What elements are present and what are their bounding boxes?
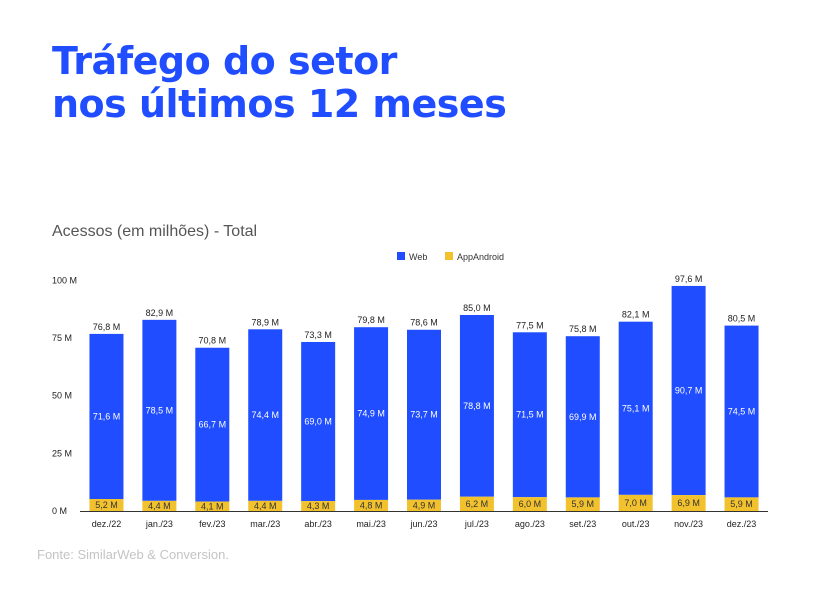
data-label-web: 69,9 M <box>569 412 597 422</box>
x-tick-label: jul./23 <box>464 519 489 529</box>
data-label-appandroid: 7,0 M <box>624 498 647 508</box>
x-tick-label: dez./23 <box>727 519 757 529</box>
data-label-appandroid: 5,9 M <box>572 499 595 509</box>
data-label-total: 75,8 M <box>569 324 597 334</box>
bar-web <box>301 341 336 502</box>
bar-web <box>724 325 759 498</box>
data-label-appandroid: 5,2 M <box>95 500 118 510</box>
data-label-appandroid: 4,9 M <box>413 500 436 510</box>
data-label-web: 75,1 M <box>622 403 650 413</box>
data-label-appandroid: 4,3 M <box>307 501 330 511</box>
bar-appandroid <box>89 499 124 511</box>
legend-label-1: AppAndroid <box>457 252 504 262</box>
x-tick-label: abr./23 <box>304 519 332 529</box>
x-axis: dez./22 jan./23 fev./23 mar./23 abr./23 mai./… <box>80 511 768 529</box>
data-label-total: 97,6 M <box>675 274 703 284</box>
bar-web <box>671 285 706 496</box>
page-title: Tráfego do setor nos últimos 12 meses <box>52 39 507 126</box>
legend-swatch-0 <box>397 252 405 260</box>
data-label-total: 76,8 M <box>93 322 121 332</box>
bar-appandroid <box>407 499 441 511</box>
chart-legend: Web AppAndroid <box>397 252 504 262</box>
y-tick-label: 0 M <box>52 506 67 516</box>
x-tick-label: dez./22 <box>92 519 122 529</box>
bar-appandroid <box>724 497 759 511</box>
bar-web <box>354 327 389 500</box>
data-label-total: 78,9 M <box>251 317 279 327</box>
bar-appandroid <box>354 499 389 511</box>
bars: 71,6 M 5,2 M 76,8 M 78,5 M 4,4 M 82,9 M 66,7 M… <box>89 274 759 511</box>
data-label-web: 71,6 M <box>93 411 121 421</box>
x-tick-label: jun./23 <box>409 519 437 529</box>
data-label-web: 66,7 M <box>199 420 227 430</box>
data-label-web: 74,5 M <box>728 406 756 416</box>
x-tick-label: set./23 <box>569 519 596 529</box>
x-tick-label: nov./23 <box>674 519 703 529</box>
data-label-web: 78,5 M <box>146 405 174 415</box>
data-label-web: 74,9 M <box>357 409 385 419</box>
data-label-appandroid: 4,4 M <box>254 501 277 511</box>
x-tick-label: mar./23 <box>250 519 280 529</box>
bar-web <box>248 329 283 501</box>
y-tick-label: 50 M <box>52 391 72 401</box>
data-label-total: 70,8 M <box>199 336 227 346</box>
data-label-web: 69,0 M <box>304 417 332 427</box>
source-note: Fonte: SimilarWeb & Conversion. <box>37 547 229 562</box>
data-label-web: 71,5 M <box>516 410 544 420</box>
legend-label-0: Web <box>409 252 427 262</box>
bar-appandroid <box>195 501 230 511</box>
bar-web <box>89 333 124 500</box>
data-label-appandroid: 4,8 M <box>360 500 383 510</box>
bar-appandroid <box>512 497 547 511</box>
data-label-web: 90,7 M <box>675 386 703 396</box>
data-label-total: 78,6 M <box>410 318 438 328</box>
data-label-appandroid: 6,9 M <box>677 498 700 508</box>
data-label-total: 85,0 M <box>463 303 491 313</box>
bar-web <box>142 319 177 501</box>
data-label-web: 78,8 M <box>463 401 491 411</box>
bar-web <box>618 321 653 495</box>
data-label-web: 73,7 M <box>410 410 438 420</box>
data-label-appandroid: 6,0 M <box>519 499 542 509</box>
bar-appandroid <box>565 497 600 511</box>
data-label-appandroid: 4,4 M <box>148 501 171 511</box>
x-tick-label: fev./23 <box>199 519 225 529</box>
x-tick-label: mai./23 <box>356 519 386 529</box>
data-label-total: 73,3 M <box>304 330 332 340</box>
bar-appandroid <box>618 494 653 511</box>
data-label-web: 74,4 M <box>251 410 279 420</box>
bar-web <box>512 332 547 498</box>
data-label-total: 80,5 M <box>728 314 756 324</box>
data-label-total: 82,9 M <box>146 308 174 318</box>
chart-subtitle: Acessos (em milhões) - Total <box>52 223 258 240</box>
y-tick-label: 75 M <box>52 333 72 343</box>
y-tick-label: 25 M <box>52 448 72 458</box>
bar-appandroid <box>301 501 336 511</box>
bar-web <box>407 329 441 500</box>
data-label-total: 82,1 M <box>622 310 650 320</box>
data-label-appandroid: 6,2 M <box>466 499 489 509</box>
bar-web <box>195 347 230 502</box>
bar-appandroid <box>248 500 283 511</box>
x-tick-label: ago./23 <box>515 519 545 529</box>
bar-appandroid <box>671 495 706 511</box>
data-label-appandroid: 5,9 M <box>730 499 753 509</box>
bar-web <box>459 314 494 497</box>
title-line-2: nos últimos 12 meses <box>52 82 507 126</box>
y-axis: 0 M 25 M 50 M 75 M 100 M <box>52 275 77 516</box>
bar-web <box>565 336 600 498</box>
x-tick-label: jan./23 <box>145 519 173 529</box>
data-label-appandroid: 4,1 M <box>201 501 224 511</box>
y-tick-label: 100 M <box>52 275 77 285</box>
bar-appandroid <box>142 500 177 511</box>
x-tick-label: out./23 <box>622 519 650 529</box>
bar-appandroid <box>459 496 494 511</box>
data-label-total: 79,8 M <box>357 315 385 325</box>
title-line-1: Tráfego do setor <box>52 39 397 83</box>
legend-swatch-1 <box>445 252 453 260</box>
data-label-total: 77,5 M <box>516 320 544 330</box>
